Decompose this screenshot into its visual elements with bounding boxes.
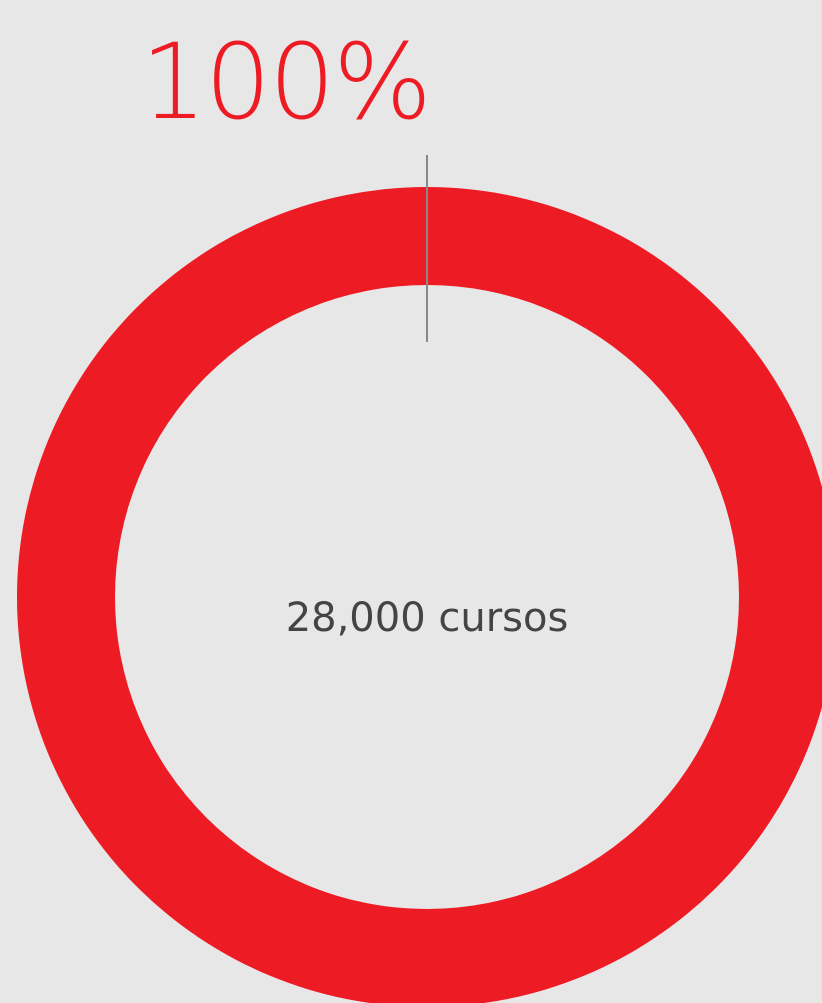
value-label: 100% [141,21,430,143]
center-label: 28,000 cursos [286,595,569,641]
